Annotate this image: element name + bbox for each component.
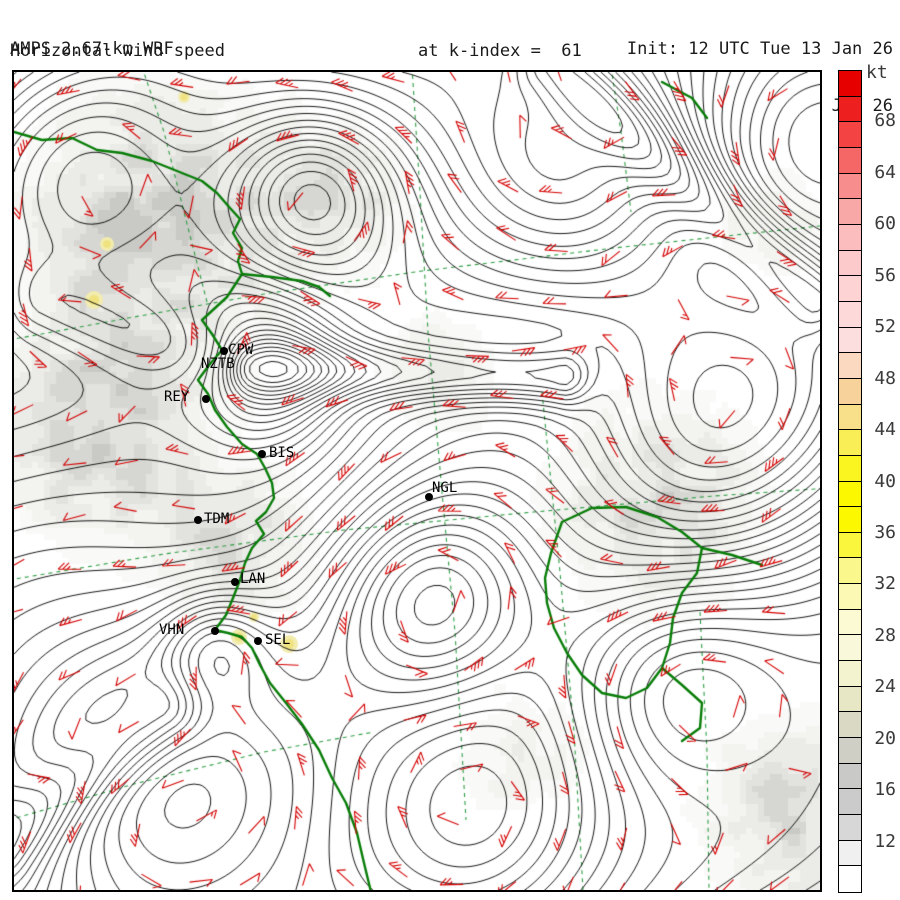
colorbar-cell xyxy=(839,276,861,302)
station-label-NGL: NGL xyxy=(432,480,458,496)
map-panel: CPW NZTB REY BIS NGL TDM LAN VHN SEL xyxy=(12,70,822,892)
model-title: AMPS 2.67-km WRF xyxy=(10,39,174,59)
station-dot-CPW xyxy=(220,347,228,355)
colorbar-cell xyxy=(839,712,861,739)
field-title: Horizontal wind speed xyxy=(10,41,225,61)
colorbar-tick: 68 xyxy=(874,110,896,132)
station-dot-NGL xyxy=(425,493,433,501)
colorbar-cell xyxy=(839,327,861,354)
level-label: at k-index = 61 xyxy=(418,41,582,61)
init-time: Init: 12 UTC Tue 13 Jan 26 xyxy=(626,39,893,59)
station-label-REY: REY xyxy=(164,389,190,405)
colorbar-cell xyxy=(839,378,861,405)
colorbar-tick: 60 xyxy=(874,213,896,235)
colorbar-tick: 48 xyxy=(874,367,896,389)
station-dot-VHN xyxy=(211,627,219,635)
colorbar-tick: 16 xyxy=(874,779,896,801)
colorbar-cell xyxy=(839,789,861,816)
colorbar-cell xyxy=(839,738,861,764)
colorbar-tick: 64 xyxy=(874,161,896,183)
colorbar-cell xyxy=(839,635,861,662)
colorbar-cell xyxy=(839,532,861,559)
colorbar-cell xyxy=(839,584,861,610)
colorbar-cell xyxy=(839,609,861,636)
colorbar-cell xyxy=(839,815,861,841)
colorbar xyxy=(838,70,862,893)
colorbar-cell xyxy=(839,96,861,123)
colorbar-tick: 28 xyxy=(874,624,896,646)
station-label-BIS: BIS xyxy=(269,445,295,461)
colorbar-cell xyxy=(839,353,861,379)
colorbar-cell xyxy=(839,686,861,713)
colorbar-cell xyxy=(839,558,861,585)
colorbar-cell xyxy=(839,404,861,431)
colorbar-cell xyxy=(839,455,861,482)
station-dot-BIS xyxy=(258,450,266,458)
colorbar-tick: 32 xyxy=(874,573,896,595)
station-dot-REY xyxy=(202,395,210,403)
colorbar-unit-label: kt xyxy=(866,62,888,83)
colorbar-cell xyxy=(839,507,861,533)
colorbar-cell xyxy=(839,763,861,790)
station-dot-SEL xyxy=(254,637,262,645)
colorbar-cell xyxy=(839,430,861,456)
colorbar-cell xyxy=(839,199,861,225)
colorbar-cell xyxy=(839,173,861,200)
station-label-LAN: LAN xyxy=(240,571,266,587)
colorbar-tick: 20 xyxy=(874,727,896,749)
colorbar-cell xyxy=(839,71,861,97)
colorbar-tick: 36 xyxy=(874,521,896,543)
wind-map-canvas xyxy=(14,72,820,890)
colorbar-cell xyxy=(839,840,861,867)
station-label-NZTB: NZTB xyxy=(201,356,235,372)
colorbar-cell xyxy=(839,250,861,277)
colorbar-cell xyxy=(839,866,861,892)
colorbar-tick: 56 xyxy=(874,264,896,286)
colorbar-cell xyxy=(839,147,861,174)
colorbar-tick: 44 xyxy=(874,419,896,441)
colorbar-cell xyxy=(839,122,861,148)
station-label-CPW: CPW xyxy=(228,342,254,358)
colorbar-tick: 52 xyxy=(874,316,896,338)
colorbar-tick: 40 xyxy=(874,470,896,492)
station-label-TDM: TDM xyxy=(204,511,230,527)
colorbar-cell xyxy=(839,224,861,251)
station-label-VHN: VHN xyxy=(159,622,185,638)
station-label-SEL: SEL xyxy=(265,632,291,648)
station-dot-TDM xyxy=(194,516,202,524)
colorbar-tick: 24 xyxy=(874,676,896,698)
colorbar-cell xyxy=(839,481,861,508)
colorbar-cell xyxy=(839,301,861,328)
station-dot-LAN xyxy=(231,578,239,586)
colorbar-tick: 12 xyxy=(874,830,896,852)
colorbar-cell xyxy=(839,661,861,687)
